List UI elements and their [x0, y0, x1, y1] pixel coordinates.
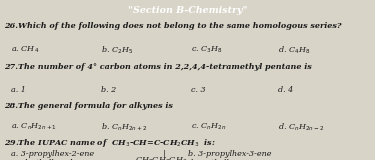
Text: 27.The number of 4° carbon atoms in 2,2,4,4-tetramethyl pentane is: 27.The number of 4° carbon atoms in 2,2,…	[4, 63, 312, 71]
Text: 26.Which of the following does not belong to the same homologous series?: 26.Which of the following does not belon…	[4, 22, 341, 30]
Text: d. 4: d. 4	[278, 86, 293, 94]
Text: 29.The IUPAC name of  CH$_3$-CH=C-CH$_2$CH$_3$  is:: 29.The IUPAC name of CH$_3$-CH=C-CH$_2$C…	[4, 137, 216, 149]
Text: a. 3-propylhex-2-ene: a. 3-propylhex-2-ene	[11, 150, 94, 158]
Text: a. C$_n$H$_{2n+1}$: a. C$_n$H$_{2n+1}$	[11, 122, 57, 132]
Text: a. CH$_4$: a. CH$_4$	[11, 44, 39, 55]
Text: c. C$_3$H$_8$: c. C$_3$H$_8$	[191, 44, 223, 55]
Text: b. 2: b. 2	[101, 86, 117, 94]
Text: 28.The general formula for alkynes is: 28.The general formula for alkynes is	[4, 102, 172, 110]
Text: CH$_2$CH$_2$CH$_3$: CH$_2$CH$_2$CH$_3$	[135, 156, 188, 160]
Text: c.  4-ethylhex-4-ene: c. 4-ethylhex-4-ene	[11, 159, 91, 160]
Text: c. C$_n$H$_{2n}$: c. C$_n$H$_{2n}$	[191, 122, 226, 132]
Text: b. C$_n$H$_{2n+2}$: b. C$_n$H$_{2n+2}$	[101, 122, 147, 133]
Text: |: |	[163, 150, 166, 158]
Text: d. C$_4$H$_8$: d. C$_4$H$_8$	[278, 44, 310, 56]
Text: a. 1: a. 1	[11, 86, 26, 94]
Text: d. 3-ethylhex-2-ene: d. 3-ethylhex-2-ene	[188, 159, 265, 160]
Text: b. C$_2$H$_5$: b. C$_2$H$_5$	[101, 44, 134, 56]
Text: "Section B-Chemistry": "Section B-Chemistry"	[128, 6, 247, 15]
Text: d. C$_n$H$_{2n-2}$: d. C$_n$H$_{2n-2}$	[278, 122, 324, 133]
Text: c. 3: c. 3	[191, 86, 206, 94]
Text: b. 3-propylhex-3-ene: b. 3-propylhex-3-ene	[188, 150, 271, 158]
